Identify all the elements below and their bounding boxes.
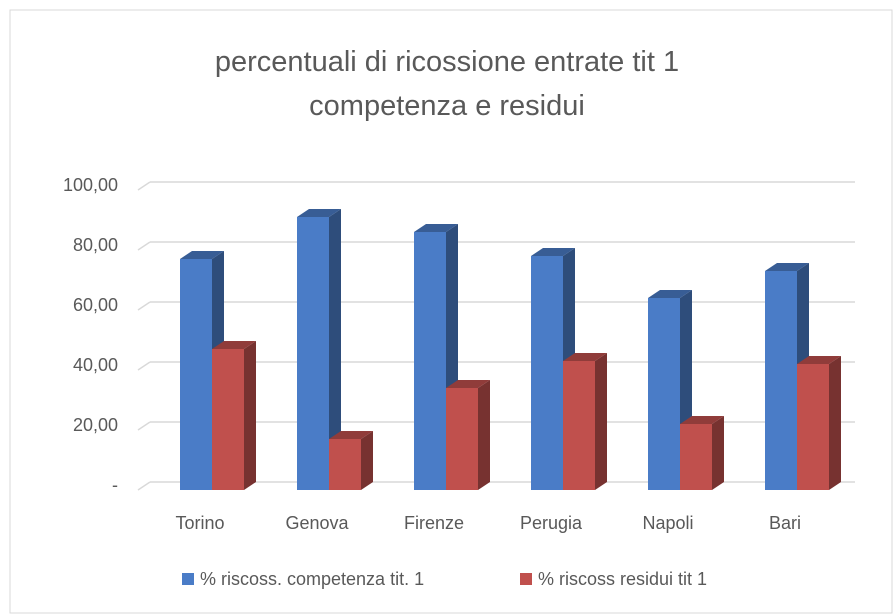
bar xyxy=(648,298,680,490)
y-tick-label: 40,00 xyxy=(73,355,118,375)
bar-side xyxy=(712,416,724,490)
bar xyxy=(797,364,829,490)
bar-top xyxy=(680,416,724,424)
x-tick-label: Bari xyxy=(769,513,801,533)
x-tick-label: Firenze xyxy=(404,513,464,533)
bar xyxy=(329,439,361,490)
bar xyxy=(212,349,244,490)
bar xyxy=(765,271,797,490)
y-tick-label: 20,00 xyxy=(73,415,118,435)
bar-top xyxy=(329,431,373,439)
grid-side xyxy=(137,301,151,311)
bar-top xyxy=(180,251,224,259)
bar xyxy=(446,388,478,490)
bar-side xyxy=(478,380,490,490)
bar xyxy=(563,361,595,490)
grid-side xyxy=(137,181,151,191)
y-tick-label: - xyxy=(112,475,118,495)
bar-top xyxy=(446,380,490,388)
x-tick-label: Napoli xyxy=(642,513,693,533)
x-tick-label: Perugia xyxy=(520,513,583,533)
bar-top xyxy=(414,224,458,232)
y-tick-label: 80,00 xyxy=(73,235,118,255)
bar-side xyxy=(595,353,607,490)
x-tick-label: Genova xyxy=(285,513,349,533)
grid-side xyxy=(137,241,151,251)
bar-top xyxy=(765,263,809,271)
x-tick-label: Torino xyxy=(175,513,224,533)
bar xyxy=(680,424,712,490)
grid-side xyxy=(137,421,151,431)
bar-side xyxy=(361,431,373,490)
bar xyxy=(297,217,329,490)
bar xyxy=(531,256,563,490)
legend-swatch xyxy=(182,573,194,585)
bar-top xyxy=(648,290,692,298)
bar-top xyxy=(297,209,341,217)
bar-top xyxy=(212,341,256,349)
grid-side xyxy=(137,361,151,371)
chart-title: percentuali di ricossione entrate tit 1 … xyxy=(214,46,680,122)
y-tick-label: 60,00 xyxy=(73,295,118,315)
bar-top xyxy=(531,248,575,256)
legend-swatch xyxy=(520,573,532,585)
bar-top xyxy=(563,353,607,361)
bar xyxy=(180,259,212,490)
grid-side xyxy=(137,481,151,491)
legend-label: % riscoss residui tit 1 xyxy=(538,569,707,589)
legend-label: % riscoss. competenza tit. 1 xyxy=(200,569,424,589)
bar-top xyxy=(797,356,841,364)
y-tick-label: 100,00 xyxy=(63,175,118,195)
bar-side xyxy=(244,341,256,490)
bar xyxy=(414,232,446,490)
bar-side xyxy=(829,356,841,490)
bar-side xyxy=(329,209,341,490)
